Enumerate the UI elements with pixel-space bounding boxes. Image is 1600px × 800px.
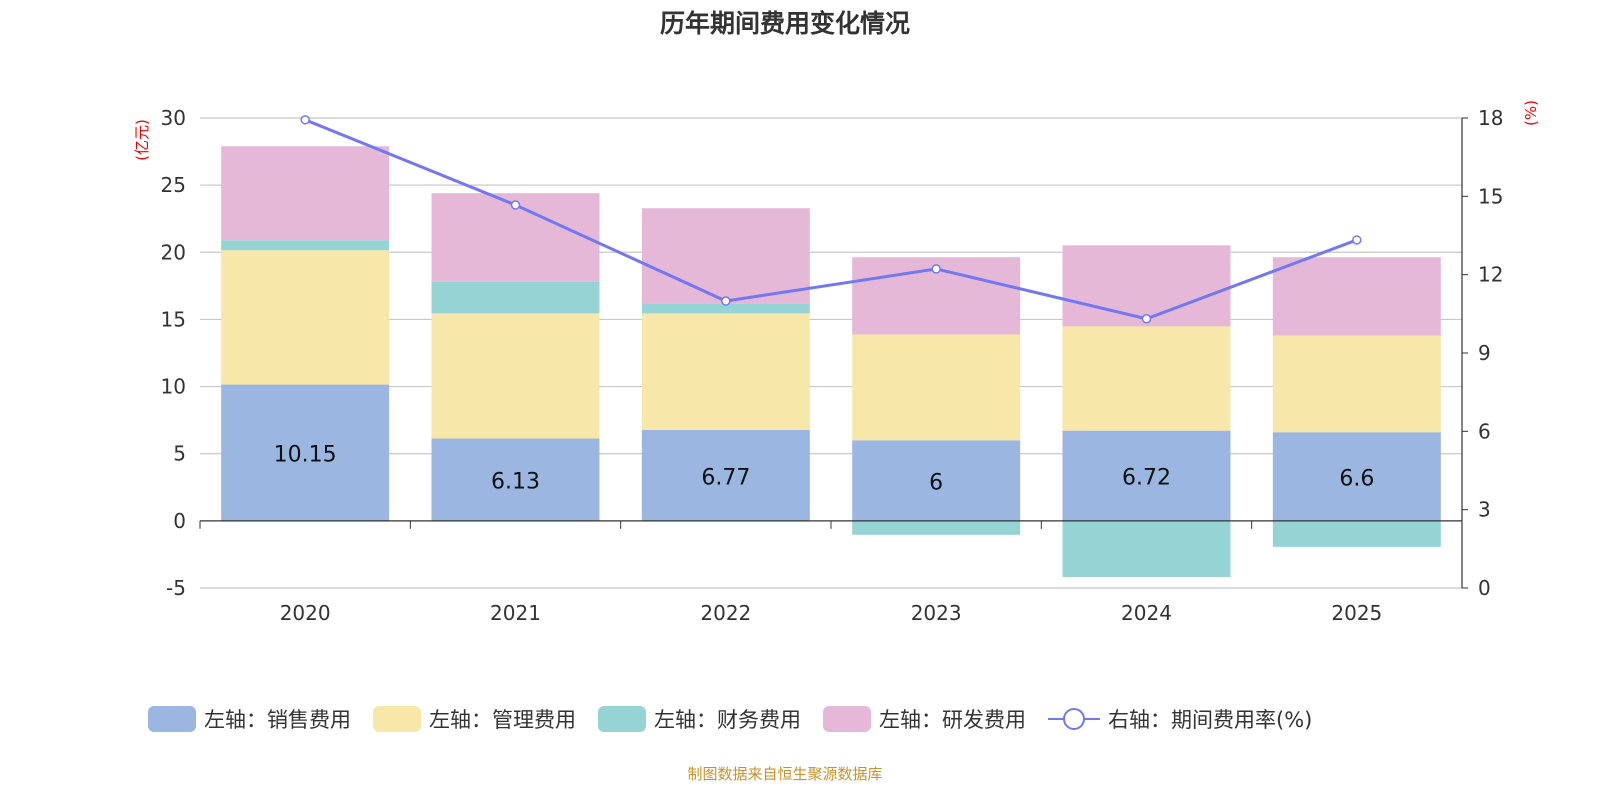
source-note: 制图数据来自恒生聚源数据库 <box>687 765 883 783</box>
bar-2020 <box>221 240 390 251</box>
bar-2024 <box>1062 326 1231 431</box>
bar-2023 <box>852 520 1021 535</box>
bar-2023 <box>852 440 1021 521</box>
bar-2021 <box>431 438 600 521</box>
bar-2020 <box>221 250 390 385</box>
bar-data-label: 6.77 <box>701 465 750 490</box>
legend-item[interactable]: 左轴：销售费用 <box>148 704 351 734</box>
y-right-tick-label: 6 <box>1478 419 1491 443</box>
legend: 左轴：销售费用 左轴：管理费用 左轴：财务费用 左轴：研发费用 右轴：期间费用率(%) <box>148 704 1334 734</box>
legend-swatch <box>823 706 871 732</box>
line-point <box>300 115 310 125</box>
bar-2021 <box>431 313 600 439</box>
legend-label: 左轴：管理费用 <box>429 708 576 732</box>
bar-2025 <box>1272 257 1441 336</box>
legend-item[interactable]: 右轴：期间费用率(%) <box>1048 704 1312 734</box>
y-left-tick-label: 0 <box>173 509 186 533</box>
y-right-tick-label: 15 <box>1478 184 1503 208</box>
y-right-tick-label: 0 <box>1478 576 1491 600</box>
bar-data-label: 10.15 <box>274 443 337 468</box>
bar-2021 <box>431 281 600 314</box>
bar-2025 <box>1272 520 1441 547</box>
bar-2023 <box>852 334 1021 441</box>
line-point <box>931 264 941 274</box>
legend-item[interactable]: 左轴：研发费用 <box>823 704 1026 734</box>
bar-2022 <box>641 208 810 304</box>
line-point <box>1352 235 1362 245</box>
bar-data-label: 6 <box>929 471 943 496</box>
line-point <box>721 296 731 306</box>
y-right-tick-label: 3 <box>1478 498 1491 522</box>
x-tick-label: 2022 <box>700 601 751 625</box>
legend-line-circle-icon <box>1048 706 1100 732</box>
bar-2025 <box>1272 335 1441 433</box>
y-right-tick-label: 12 <box>1478 263 1503 287</box>
x-tick-label: 2024 <box>1121 601 1172 625</box>
bar-2020 <box>221 384 390 521</box>
x-tick-label: 2021 <box>490 601 541 625</box>
bar-2020 <box>221 146 390 241</box>
bar-2025 <box>1272 432 1441 521</box>
chart-title: 历年期间费用变化情况 <box>659 9 910 38</box>
legend-label: 左轴：财务费用 <box>654 708 801 732</box>
legend-label: 左轴：销售费用 <box>204 708 351 732</box>
y-left-tick-label: 15 <box>161 307 186 331</box>
y-left-tick-label: 30 <box>161 106 186 130</box>
x-tick-label: 2020 <box>280 601 331 625</box>
legend-swatch <box>598 706 646 732</box>
x-tick-label: 2025 <box>1331 601 1382 625</box>
bar-2022 <box>641 303 810 314</box>
y-left-tick-label: 5 <box>173 442 186 466</box>
y-left-axis-label: (亿元) <box>133 119 151 161</box>
y-right-tick-label: 9 <box>1478 341 1491 365</box>
y-left-tick-label: 20 <box>161 240 186 264</box>
y-left-tick-label: 10 <box>161 375 186 399</box>
legend-item[interactable]: 左轴：管理费用 <box>373 704 576 734</box>
y-left-tick-label: -5 <box>166 576 186 600</box>
bar-2024 <box>1062 245 1231 327</box>
bar-data-label: 6.13 <box>491 470 540 495</box>
bar-data-label: 6.6 <box>1339 467 1374 492</box>
bar-2022 <box>641 313 810 430</box>
line-point <box>510 200 521 210</box>
y-left-tick-label: 25 <box>161 173 186 197</box>
bar-2022 <box>641 429 810 521</box>
legend-label: 左轴：研发费用 <box>879 708 1026 732</box>
y-right-tick-label: 18 <box>1478 106 1503 130</box>
bar-2024 <box>1062 430 1231 521</box>
legend-swatch <box>373 706 421 732</box>
bar-data-label: 6.72 <box>1122 466 1171 491</box>
legend-item[interactable]: 左轴：财务费用 <box>598 704 801 734</box>
legend-label: 右轴：期间费用率(%) <box>1108 708 1313 732</box>
x-tick-label: 2023 <box>911 601 962 625</box>
line-series <box>304 118 1358 321</box>
y-right-axis-label: (%) <box>1522 100 1540 126</box>
line-point <box>1141 314 1152 324</box>
legend-swatch <box>148 706 196 732</box>
bar-2024 <box>1062 520 1231 577</box>
